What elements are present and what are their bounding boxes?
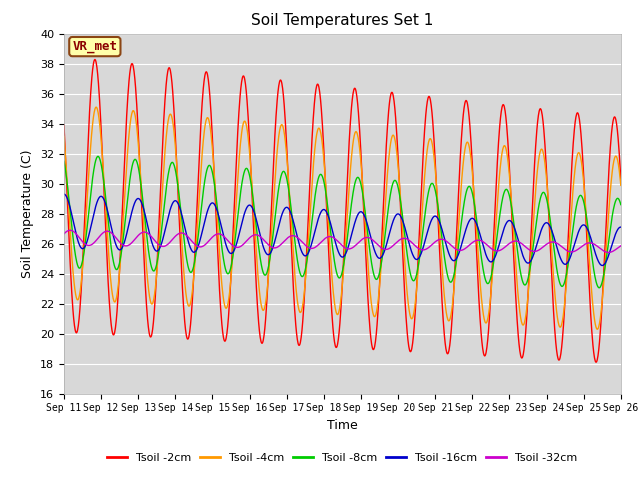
Tsoil -16cm	[551, 237, 559, 242]
Tsoil -16cm	[502, 222, 509, 228]
Line: Tsoil -2cm: Tsoil -2cm	[64, 60, 621, 362]
Tsoil -32cm	[617, 243, 625, 249]
Tsoil -8cm	[551, 254, 559, 260]
Tsoil -16cm	[60, 191, 68, 197]
Tsoil -4cm	[60, 133, 68, 139]
Tsoil -2cm	[502, 114, 509, 120]
Tsoil -2cm	[91, 57, 99, 62]
Tsoil -32cm	[171, 234, 179, 240]
Tsoil -4cm	[617, 182, 625, 188]
Tsoil -8cm	[595, 285, 603, 291]
Tsoil -32cm	[502, 243, 509, 249]
Tsoil -4cm	[593, 326, 601, 332]
Tsoil -2cm	[184, 336, 192, 342]
Tsoil -4cm	[429, 146, 437, 152]
Tsoil -2cm	[617, 176, 625, 182]
Tsoil -32cm	[605, 250, 612, 255]
Tsoil -4cm	[92, 104, 100, 110]
Tsoil -32cm	[551, 240, 559, 245]
Tsoil -2cm	[551, 331, 559, 336]
Tsoil -8cm	[429, 181, 437, 187]
Title: Soil Temperatures Set 1: Soil Temperatures Set 1	[252, 13, 433, 28]
Tsoil -16cm	[598, 263, 606, 268]
Tsoil -8cm	[246, 178, 254, 183]
Line: Tsoil -16cm: Tsoil -16cm	[64, 194, 621, 265]
Tsoil -4cm	[171, 135, 179, 141]
Tsoil -16cm	[170, 198, 178, 204]
X-axis label: Time: Time	[327, 419, 358, 432]
Tsoil -4cm	[184, 302, 192, 308]
Tsoil -2cm	[592, 360, 600, 365]
Tsoil -32cm	[246, 234, 254, 240]
Line: Tsoil -4cm: Tsoil -4cm	[64, 107, 621, 329]
Tsoil -32cm	[60, 231, 68, 237]
Tsoil -2cm	[429, 124, 437, 130]
Tsoil -2cm	[246, 158, 254, 164]
Tsoil -4cm	[246, 161, 254, 167]
Tsoil -4cm	[551, 292, 559, 298]
Tsoil -8cm	[502, 187, 509, 192]
Tsoil -8cm	[94, 154, 102, 159]
Tsoil -4cm	[502, 145, 509, 151]
Tsoil -32cm	[429, 241, 437, 247]
Tsoil -32cm	[67, 228, 74, 233]
Tsoil -32cm	[184, 234, 192, 240]
Tsoil -2cm	[60, 122, 68, 128]
Text: VR_met: VR_met	[72, 40, 117, 53]
Tsoil -16cm	[429, 215, 436, 221]
Tsoil -8cm	[184, 264, 192, 270]
Tsoil -16cm	[617, 224, 625, 230]
Tsoil -16cm	[246, 203, 254, 208]
Tsoil -8cm	[617, 202, 625, 207]
Line: Tsoil -8cm: Tsoil -8cm	[64, 156, 621, 288]
Tsoil -8cm	[171, 164, 179, 170]
Tsoil -8cm	[60, 158, 68, 164]
Tsoil -16cm	[184, 237, 191, 242]
Legend: Tsoil -2cm, Tsoil -4cm, Tsoil -8cm, Tsoil -16cm, Tsoil -32cm: Tsoil -2cm, Tsoil -4cm, Tsoil -8cm, Tsoi…	[103, 448, 582, 467]
Y-axis label: Soil Temperature (C): Soil Temperature (C)	[22, 149, 35, 278]
Line: Tsoil -32cm: Tsoil -32cm	[64, 230, 621, 252]
Tsoil -2cm	[171, 120, 179, 125]
